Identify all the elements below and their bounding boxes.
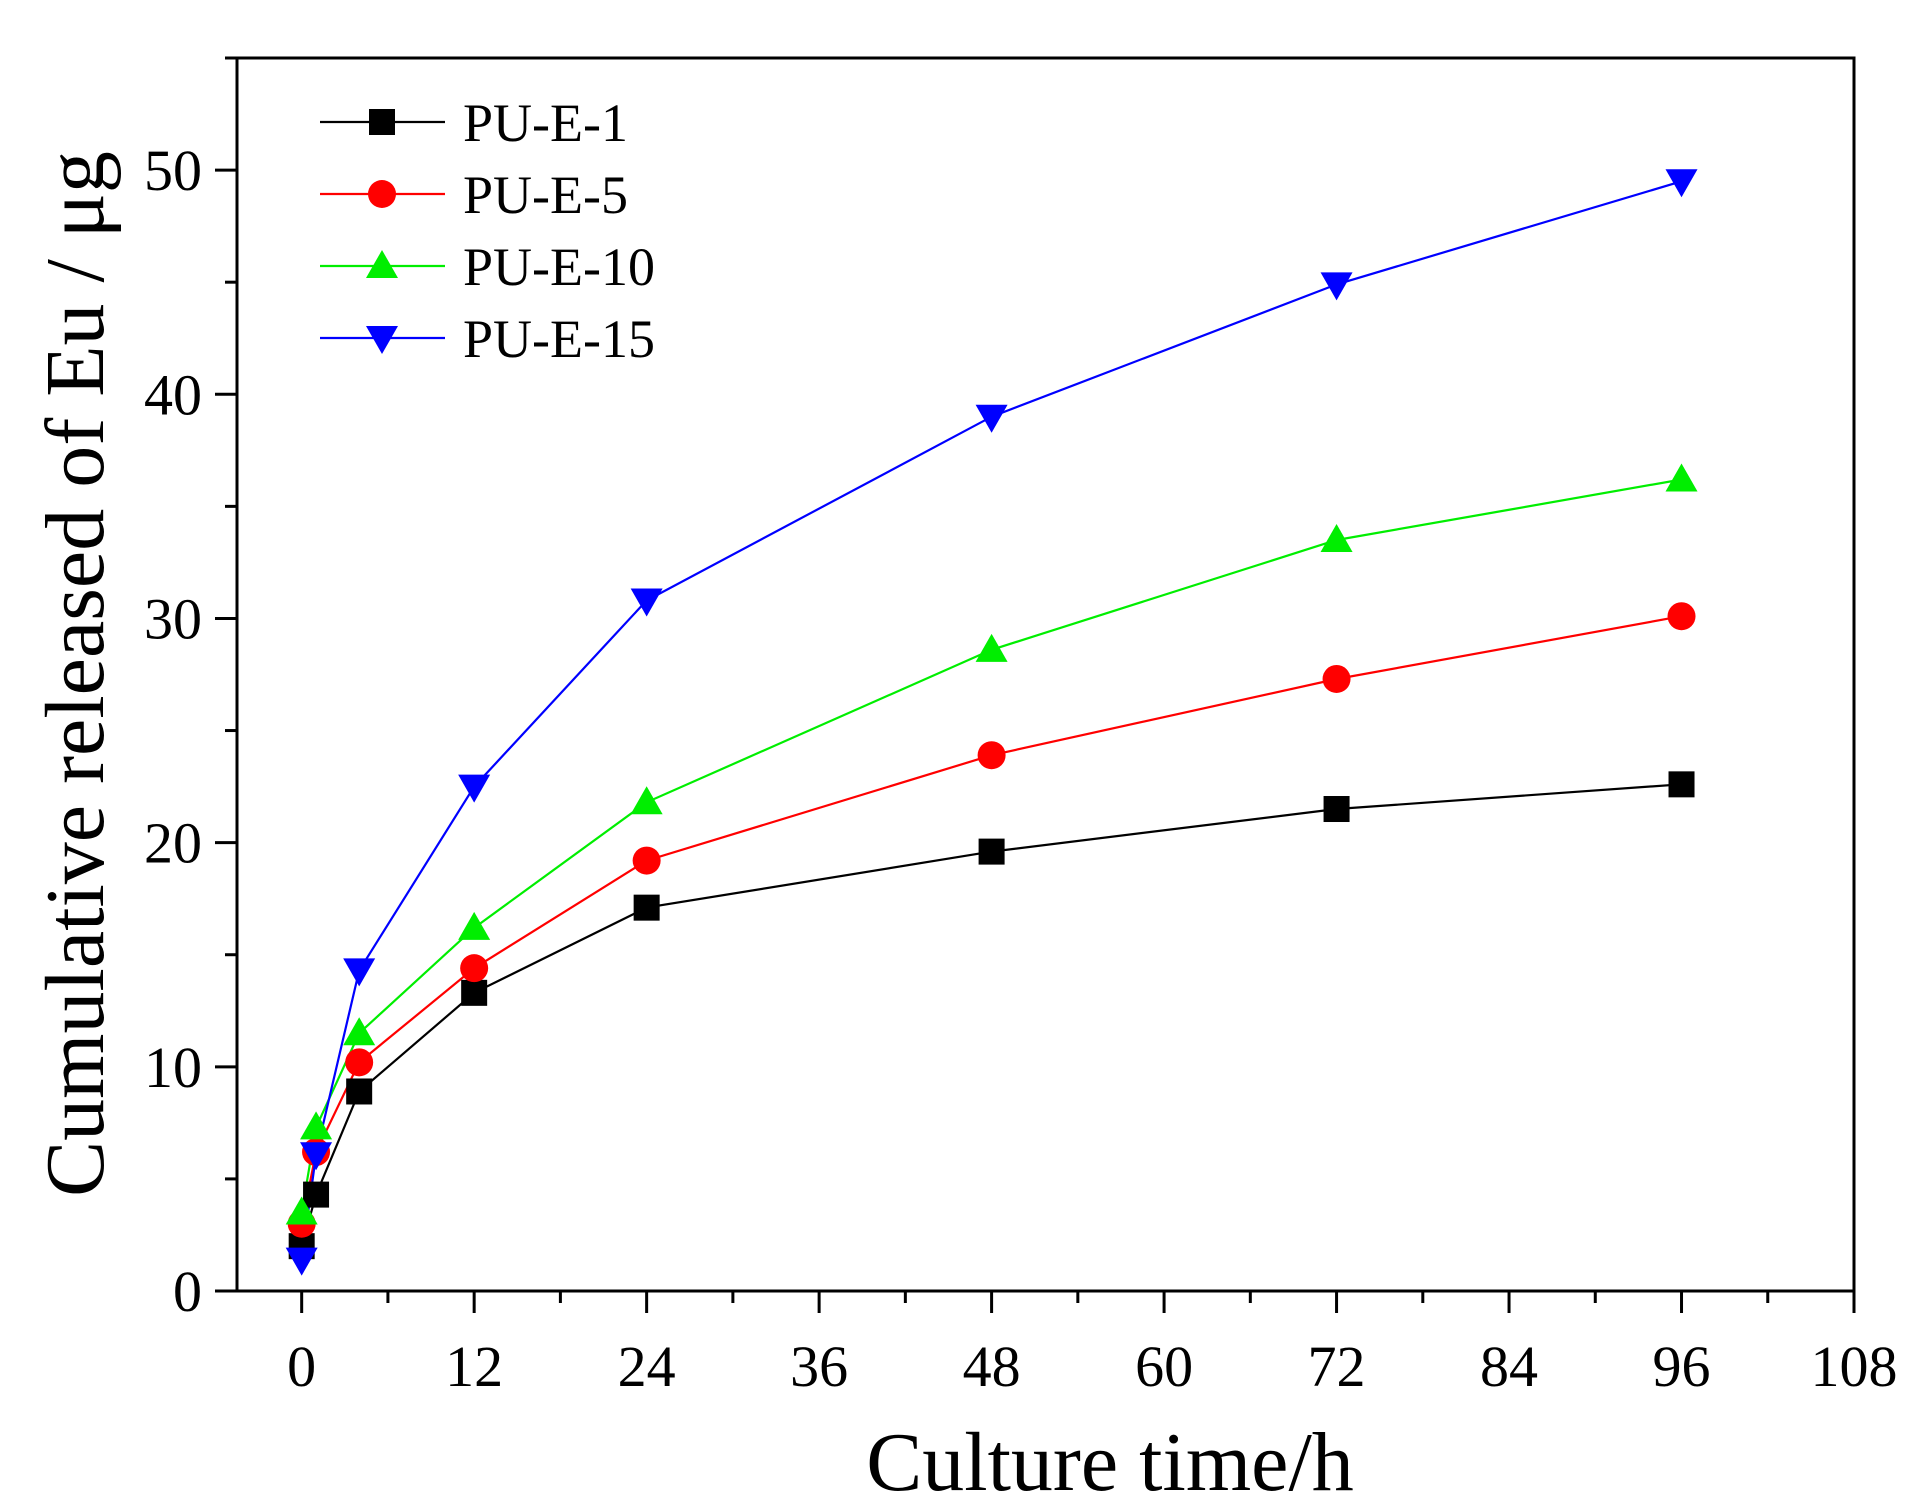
x-axis: 0 12 24 36 48 60 72 84 96 108	[287, 1291, 1898, 1399]
data-point	[458, 774, 491, 803]
data-point	[975, 633, 1008, 662]
x-tick-label: 60	[1135, 1334, 1193, 1399]
data-point	[458, 911, 491, 940]
x-tick-label: 84	[1480, 1334, 1538, 1399]
data-point	[975, 404, 1008, 433]
data-point	[633, 894, 660, 921]
series-line	[300, 783, 1682, 1247]
x-tick-label: 12	[445, 1334, 503, 1399]
y-tick-label: 40	[144, 362, 202, 427]
series-line	[300, 180, 1682, 1260]
legend-label: PU-E-15	[463, 309, 655, 369]
data-point	[343, 958, 376, 987]
y-tick-label: 0	[173, 1259, 202, 1324]
y-tick-label: 50	[144, 138, 202, 203]
series-line	[300, 478, 1682, 1213]
data-point	[1668, 771, 1695, 798]
data-point	[285, 1247, 318, 1276]
data-point	[345, 1048, 374, 1077]
data-point	[461, 979, 488, 1006]
data-point	[1665, 463, 1698, 492]
data-point	[978, 838, 1005, 865]
legend-label: PU-E-10	[463, 237, 655, 297]
legend: PU-E-1 PU-E-5 PU-E-10 PU-E-15	[320, 93, 655, 369]
data-point	[1665, 169, 1698, 198]
plot-frame	[235, 56, 1856, 1293]
data-point	[460, 954, 489, 983]
data-point	[285, 1196, 318, 1225]
y-tick-label: 20	[144, 811, 202, 876]
legend-label: PU-E-1	[463, 93, 628, 153]
legend-marker	[366, 250, 398, 278]
x-tick-label: 0	[287, 1334, 316, 1399]
data-point	[630, 588, 663, 617]
x-tick-label: 96	[1653, 1334, 1711, 1399]
legend-marker	[368, 180, 396, 208]
x-axis-title: Culture time/h	[866, 1416, 1354, 1506]
legend-label: PU-E-5	[463, 165, 628, 225]
data-point	[1667, 602, 1696, 631]
data-point	[632, 846, 661, 875]
legend-marker	[369, 109, 395, 135]
data-point	[630, 786, 663, 815]
data-point	[343, 1017, 376, 1046]
series-markers	[285, 169, 1698, 1276]
y-axis-title: Cumulative released of Eu / μg	[29, 151, 122, 1197]
data-point	[977, 741, 1006, 770]
data-point	[300, 1142, 333, 1171]
x-tick-label: 48	[963, 1334, 1021, 1399]
x-tick-label: 72	[1308, 1334, 1366, 1399]
legend-marker	[366, 326, 398, 354]
data-point	[1320, 523, 1353, 552]
data-point	[303, 1181, 330, 1208]
x-tick-label: 36	[790, 1334, 848, 1399]
data-point	[1322, 664, 1351, 693]
data-point	[1323, 796, 1350, 823]
y-tick-label: 10	[144, 1035, 202, 1100]
data-point	[300, 1111, 333, 1140]
data-point	[346, 1078, 373, 1105]
y-tick-label: 30	[144, 586, 202, 651]
y-axis: 0 10 20 30 40 50	[144, 56, 237, 1324]
x-tick-label: 108	[1811, 1334, 1898, 1399]
x-tick-label: 24	[618, 1334, 676, 1399]
data-point	[1320, 272, 1353, 301]
